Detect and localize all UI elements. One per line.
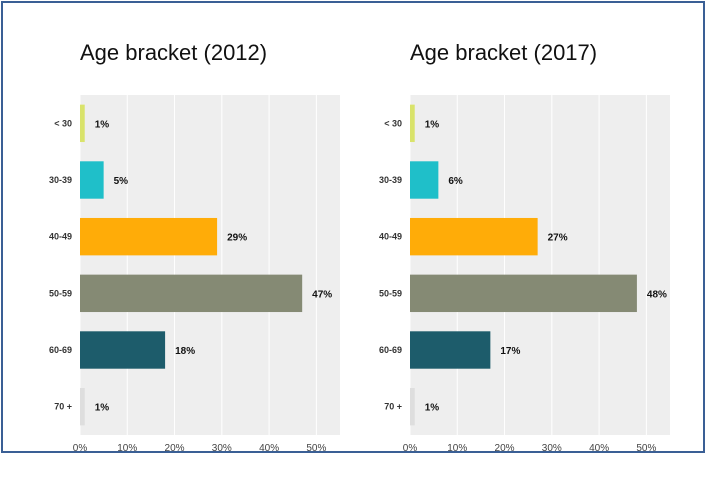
data-label: 18% xyxy=(175,346,195,357)
category-label: 40-49 xyxy=(379,232,402,242)
x-tick-label: 30% xyxy=(542,443,562,454)
data-label: 48% xyxy=(647,289,667,300)
bar-chart-2017: 0% 10% 20% 30% 40% 50% < 30 1% 30-39 6% 40-49 27% 50… xyxy=(379,95,670,454)
category-label: 40-49 xyxy=(49,232,72,242)
data-label: 47% xyxy=(312,289,332,300)
category-label: 30-39 xyxy=(49,175,72,185)
bar xyxy=(80,274,303,313)
data-label: 27% xyxy=(548,233,568,244)
bar xyxy=(410,387,415,426)
data-label: 29% xyxy=(227,233,247,244)
data-label: 17% xyxy=(500,346,520,357)
x-tick-label: 30% xyxy=(212,443,232,454)
data-label: 1% xyxy=(95,119,110,130)
category-label: < 30 xyxy=(384,118,402,128)
plot-area xyxy=(80,95,340,435)
x-tick-label: 0% xyxy=(73,443,88,454)
x-tick-label: 10% xyxy=(117,443,137,454)
category-label: < 30 xyxy=(54,118,72,128)
category-label: 50-59 xyxy=(379,288,402,298)
data-label: 1% xyxy=(95,403,110,414)
category-label: 30-39 xyxy=(379,175,402,185)
plot-area xyxy=(410,95,670,435)
bar xyxy=(410,161,439,199)
x-tick-label: 40% xyxy=(589,443,609,454)
bar xyxy=(80,104,85,143)
bar xyxy=(80,217,218,256)
data-label: 5% xyxy=(114,176,129,187)
chart-title: Age bracket (2017) xyxy=(410,40,598,65)
chart-title: Age bracket (2012) xyxy=(80,40,268,65)
bar xyxy=(410,274,637,313)
x-tick-label: 20% xyxy=(165,443,185,454)
x-tick-label: 40% xyxy=(259,443,279,454)
x-tick-label: 20% xyxy=(495,443,515,454)
bar xyxy=(80,161,104,199)
x-tick-label: 0% xyxy=(403,443,418,454)
x-tick-label: 50% xyxy=(636,443,656,454)
category-label: 60-69 xyxy=(49,345,72,355)
bar xyxy=(80,387,85,426)
chart-panel-2012: Age bracket (2012) 0% 10% 20% 30% 40% 50% < 30… xyxy=(40,30,360,460)
data-label: 1% xyxy=(425,403,440,414)
x-tick-label: 50% xyxy=(306,443,326,454)
category-label: 60-69 xyxy=(379,345,402,355)
data-label: 6% xyxy=(448,176,463,187)
data-label: 1% xyxy=(425,119,440,130)
chart-panel-2017: Age bracket (2017) 0% 10% 20% 30% 40% 50% < 30… xyxy=(370,30,690,460)
bar-chart-2012: 0% 10% 20% 30% 40% 50% < 30 1% 30-39 5% 40-49 29% 50… xyxy=(49,95,340,454)
bar xyxy=(410,217,538,256)
x-tick-label: 10% xyxy=(447,443,467,454)
category-label: 70 + xyxy=(54,402,72,412)
category-label: 70 + xyxy=(384,402,402,412)
bar xyxy=(410,104,415,143)
category-label: 50-59 xyxy=(49,288,72,298)
bar xyxy=(410,331,491,369)
bar xyxy=(80,331,166,369)
